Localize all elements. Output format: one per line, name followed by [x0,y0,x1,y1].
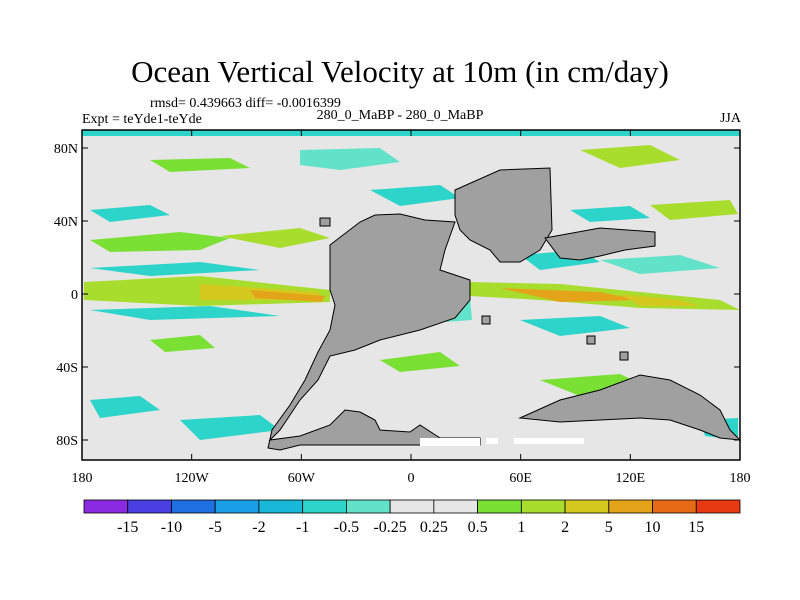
island [481,315,491,325]
lat-label: 0 [71,288,78,303]
season-label: JJA [719,111,741,126]
lat-label: 40N [54,215,78,230]
patch [250,290,325,302]
ice-strips [420,438,584,446]
colorbar-box [608,499,653,514]
colorbar-label: -0.25 [373,519,406,536]
colorbar-label: -10 [161,519,182,536]
patch [500,288,640,302]
island [586,335,596,345]
asia-land [544,227,656,261]
colorbar-label: -2 [252,519,265,536]
ice-strip [486,438,498,444]
patch [370,185,460,206]
australia-land [518,374,742,441]
patch [300,148,400,170]
lon-label: 0 [408,471,415,486]
patch [220,228,330,248]
experiment-label: Expt = teYde1-teYde [82,112,202,127]
colorbar-box [171,499,216,514]
lat-label: 40S [56,361,78,376]
colorbar-box [652,499,697,514]
lon-label: 120E [616,471,646,486]
plot-title: Ocean Vertical Velocity at 10m (in cm/da… [131,54,669,89]
patch [90,205,170,222]
patch [90,262,260,276]
patch [180,415,280,440]
patch [90,306,280,320]
lon-label: 180 [730,471,751,486]
colorbar-box [258,499,304,514]
colorbar-box [477,499,522,514]
colorbar-box [389,499,435,514]
ice-strip [514,438,584,444]
colorbar-label: -1 [296,519,309,536]
patch [520,316,630,336]
patch [90,232,230,252]
lat-label: 80S [56,434,78,449]
longitude-axis: 180 120W 60W 0 60E 120E 180 [72,130,751,486]
comparison-label: 280_0_MaBP - 280_0_MaBP [316,108,484,123]
patch [570,206,650,222]
land-masses [267,167,742,451]
lat-label: 80N [54,142,78,157]
patch [580,145,680,168]
lon-label: 60W [288,471,316,486]
colorbar-box [302,499,347,514]
patch [620,294,700,306]
eurasia-land [454,167,553,263]
colorbar-label: 10 [645,519,661,536]
colorbar-box [83,499,129,514]
patch [380,352,460,372]
colorbar-box [345,499,391,514]
island [319,217,331,227]
colorbar: -15 -10 -5 -2 -1 -0.5 -0.25 0.25 0.5 1 2 5 10 15 [83,499,741,536]
colorbar-label: 0.5 [468,519,488,536]
colorbar-label: -15 [117,519,138,536]
colorbar-label: 5 [605,519,613,536]
colorbar-label: 1 [517,519,525,536]
colorbar-label: 0.25 [420,519,448,536]
lon-label: 120W [175,471,210,486]
ice-strip [420,438,480,446]
colorbar-box [520,499,566,514]
patch [600,255,720,274]
colorbar-label: -0.5 [334,519,359,536]
colorbar-box [433,499,479,514]
colorbar-label: 2 [561,519,569,536]
lon-label: 60E [509,471,532,486]
patch [650,200,738,220]
americas-land [267,213,481,451]
stats-text: rmsd= 0.439663 diff= -0.0016399 [150,96,341,111]
island [619,351,629,361]
latitude-axis: 80N 40N 0 40S 80S [54,142,740,449]
patch [150,158,250,172]
colorbar-box [127,499,172,514]
lon-label: 180 [72,471,93,486]
colorbar-label: -5 [209,519,222,536]
patch [90,396,160,418]
colorbar-label: 15 [688,519,704,536]
colorbar-box [564,499,610,514]
colorbar-box [214,499,260,514]
colorbar-box [695,499,741,514]
patch [150,335,215,352]
